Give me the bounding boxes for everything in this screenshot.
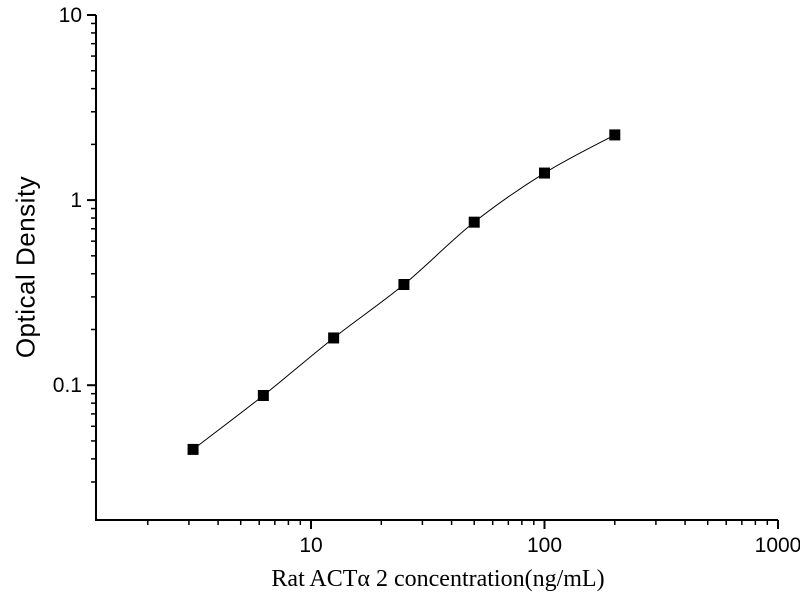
data-point-marker — [398, 279, 410, 291]
standard-curve-line — [192, 134, 616, 450]
y-tick-label: 0.1 — [53, 374, 82, 397]
x-tick-label: 10 — [299, 534, 322, 557]
axis-lines — [95, 15, 778, 521]
y-tick-label: 10 — [59, 4, 82, 27]
x-tick-label: 1000 — [755, 534, 800, 557]
data-point-marker — [609, 129, 621, 141]
data-point-marker — [539, 167, 551, 179]
x-axis-title: Rat ACTα 2 concentration(ng/mL) — [271, 566, 605, 592]
y-tick-label: 1 — [70, 189, 82, 212]
data-point-marker — [257, 389, 269, 401]
data-point-marker — [468, 216, 480, 228]
x-tick-label: 100 — [527, 534, 562, 557]
data-point-marker — [328, 332, 340, 344]
y-axis-title: Optical Density — [10, 175, 41, 359]
data-point-marker — [187, 443, 199, 455]
